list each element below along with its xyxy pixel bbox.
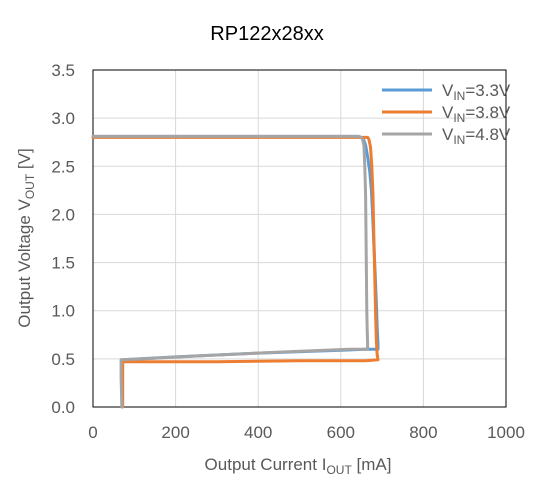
y-tick-label: 1.0 (51, 302, 75, 321)
x-axis-label-unit: [mA] (352, 455, 392, 474)
y-axis-label-unit: [V] (15, 148, 34, 174)
y-tick-label: 3.0 (51, 109, 75, 128)
series-line-2 (91, 135, 380, 409)
y-axis-label-main: Output Voltage V (15, 199, 34, 328)
y-tick-label: 2.0 (51, 205, 75, 224)
y-tick-labels: 0.0 0.5 1.0 1.5 2.0 2.5 3.0 3.5 (51, 61, 75, 417)
chart-title: RP122x28xx (210, 23, 323, 45)
y-tick-label: 0.0 (51, 398, 75, 417)
y-tick-label: 0.5 (51, 350, 75, 369)
x-tick-label: 800 (409, 423, 437, 442)
x-tick-label: 1000 (487, 423, 525, 442)
x-axis-label-subscript: OUT (326, 463, 352, 477)
x-tick-label: 400 (244, 423, 272, 442)
y-tick-label: 1.5 (51, 254, 75, 273)
y-tick-label: 3.5 (51, 61, 75, 80)
series-line-1 (91, 134, 380, 409)
x-tick-label: 200 (161, 423, 189, 442)
series-line-3 (91, 134, 370, 409)
y-axis-label: Output Voltage VOUT [V] (15, 148, 37, 327)
y-tick-label: 2.5 (51, 157, 75, 176)
x-tick-label: 600 (327, 423, 355, 442)
x-tick-label: 0 (88, 423, 97, 442)
x-tick-labels: 0 200 400 600 800 1000 (88, 423, 525, 442)
legend-label: VIN=3.3V (442, 81, 511, 103)
series-layer (91, 134, 380, 409)
x-axis-label-main: Output Current I (205, 455, 327, 474)
legend-label: VIN=3.8V (442, 103, 511, 125)
x-axis-label: Output Current IOUT [mA] (205, 455, 392, 477)
y-axis-label-subscript: OUT (23, 173, 37, 199)
plot-area-frame (92, 69, 507, 408)
legend-label: VIN=4.8V (442, 125, 511, 147)
